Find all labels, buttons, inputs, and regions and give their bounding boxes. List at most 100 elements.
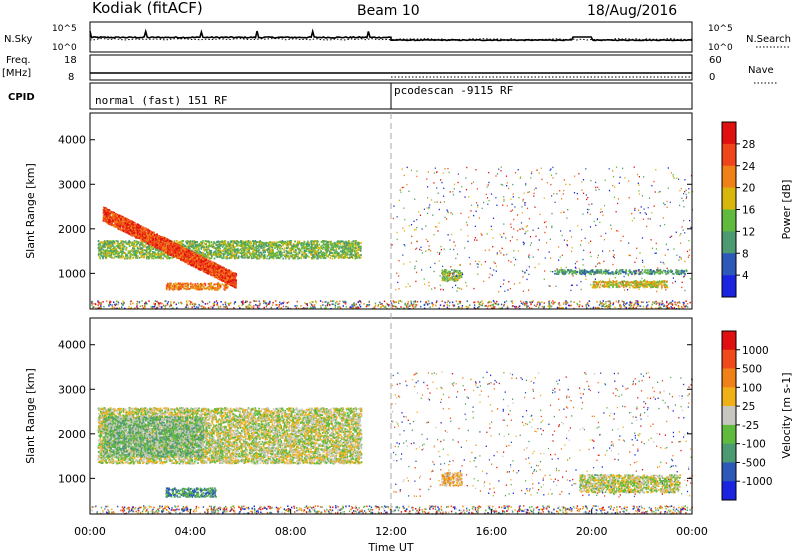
echo-cell: [100, 304, 101, 306]
echo-cell: [380, 307, 381, 309]
echo-cell: [320, 246, 322, 248]
echo-cell: [255, 240, 257, 242]
echo-cell: [359, 246, 361, 248]
echo-cell: [447, 304, 448, 306]
echo-cell: [109, 243, 111, 245]
echo-cell: [315, 250, 317, 252]
echo-cell: [266, 258, 268, 260]
echo-cell: [431, 302, 432, 304]
echo-cell: [341, 255, 343, 257]
echo-cell: [221, 253, 223, 255]
echo-cell: [147, 256, 149, 258]
echo-cell: [279, 304, 280, 306]
echo-cell: [490, 301, 491, 303]
echo-cell: [259, 301, 260, 303]
echo-cell: [353, 240, 355, 242]
date-title: 18/Aug/2016: [587, 3, 677, 19]
echo-cell: [176, 307, 177, 309]
echo-cell: [198, 244, 200, 246]
echo-cell: [234, 251, 236, 253]
echo-cell: [323, 256, 325, 258]
echo-cell: [145, 250, 147, 252]
echo-cell: [514, 306, 515, 308]
echo-cell: [626, 302, 627, 304]
echo-cell: [332, 248, 334, 250]
echo-cell: [350, 244, 352, 246]
echo-cell: [335, 302, 336, 304]
echo-cell: [95, 307, 96, 309]
echo-cell: [237, 251, 239, 253]
echo-cell: [223, 254, 225, 256]
echo-cell: [161, 306, 162, 308]
echo-cell: [381, 303, 382, 305]
echo-cell: [477, 301, 478, 303]
echo-cell: [108, 241, 110, 243]
nsearch-label: N.Search: [746, 34, 791, 45]
echo-cell: [675, 304, 676, 306]
cpid-label: CPID: [8, 92, 35, 103]
echo-cell: [460, 301, 461, 303]
echo-cell: [568, 305, 569, 307]
echo-cell: [268, 244, 270, 246]
echo-cell: [241, 250, 243, 252]
echo-cell: [643, 306, 644, 308]
echo-cell: [220, 306, 221, 308]
echo-cell: [321, 241, 323, 243]
echo-cell: [223, 244, 225, 246]
echo-cell: [339, 301, 340, 303]
echo-cell: [285, 306, 286, 308]
echo-cell: [243, 252, 245, 254]
echo-cell: [356, 257, 358, 259]
echo-cell: [123, 241, 125, 243]
echo-cell: [257, 307, 258, 309]
echo-cell: [332, 303, 333, 305]
echo-cell: [292, 245, 294, 247]
beam-title: Beam 10: [357, 3, 420, 19]
echo-cell: [219, 256, 221, 258]
echo-cell: [312, 307, 313, 309]
echo-cell: [656, 303, 657, 305]
echo-cell: [133, 245, 135, 247]
echo-cell: [111, 304, 112, 306]
echo-cell: [132, 303, 133, 305]
echo-cell: [294, 256, 296, 258]
echo-cell: [99, 247, 101, 249]
echo-cell: [405, 304, 406, 306]
echo-cell: [593, 307, 594, 309]
echo-cell: [156, 307, 157, 309]
echo-cell: [206, 251, 208, 253]
echo-cell: [303, 253, 305, 255]
echo-cell: [253, 251, 255, 253]
echo-cell: [324, 248, 326, 250]
echo-cell: [474, 307, 475, 309]
echo-cell: [242, 302, 243, 304]
echo-cell: [223, 250, 225, 252]
echo-cell: [317, 258, 319, 260]
echo-cell: [278, 250, 280, 252]
echo-cell: [612, 304, 613, 306]
echo-cell: [258, 241, 260, 243]
echo-cell: [198, 249, 200, 251]
echo-cell: [266, 304, 267, 306]
echo-cell: [222, 253, 224, 255]
echo-cell: [557, 307, 558, 309]
echo-cell: [264, 307, 265, 309]
echo-cell: [579, 301, 580, 303]
echo-cell: [149, 249, 151, 251]
echo-cell: [420, 301, 421, 303]
echo-cell: [284, 242, 286, 244]
echo-cell: [511, 301, 512, 303]
echo-cell: [189, 241, 191, 243]
echo-cell: [137, 301, 138, 303]
echo-cell: [277, 247, 279, 249]
echo-cell: [515, 307, 516, 309]
echo-cell: [250, 305, 251, 307]
echo-cell: [291, 256, 293, 258]
echo-cell: [522, 303, 523, 305]
echo-cell: [674, 307, 675, 309]
echo-cell: [400, 300, 401, 302]
echo-cell: [435, 305, 436, 307]
echo-cell: [339, 246, 341, 248]
echo-cell: [156, 301, 157, 303]
echo-cell: [297, 247, 299, 249]
